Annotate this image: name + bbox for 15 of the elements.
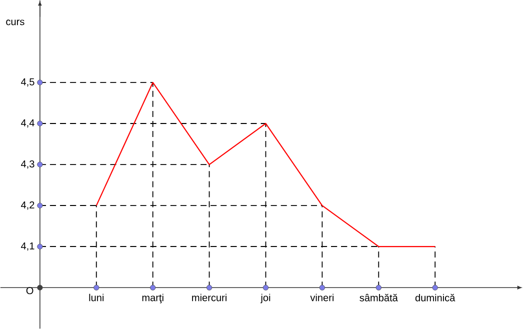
y-axis-title: curs [6,20,24,26]
y-tick-label: 4,1 [20,242,34,251]
x-tick-label: luni [89,294,104,302]
line-series [96,82,436,248]
y-tick-label: 4,2 [20,201,34,210]
y-tick-label: O [26,287,34,294]
x-tick-label: marţi [142,294,164,304]
x-tick-label: joi [260,294,270,304]
y-tick-label: 4,4 [20,119,34,128]
x-tick-label: miercuri [192,294,226,302]
y-tick-label: 4,5 [20,78,34,87]
x-tick-label: duminică [415,294,456,302]
x-tick-label: sâmbătă [360,294,398,302]
x-tick-label: vineri [310,294,334,302]
y-tick-label: 4,3 [20,160,34,169]
